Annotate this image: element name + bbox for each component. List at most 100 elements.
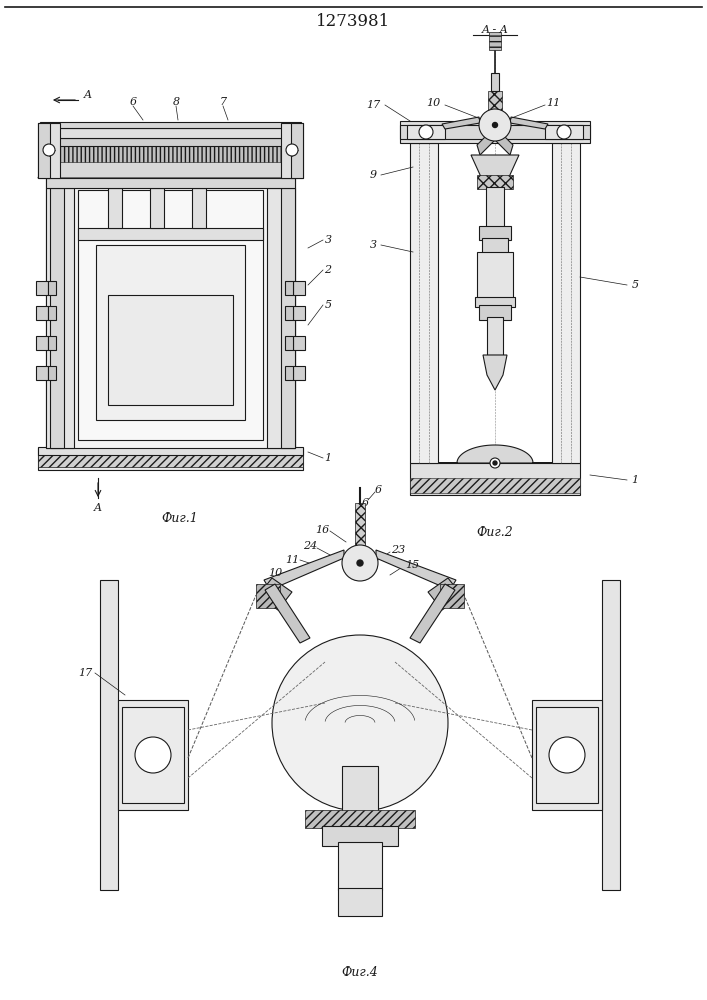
Bar: [78, 190, 263, 440]
Text: 6: 6: [375, 485, 382, 495]
Polygon shape: [471, 155, 519, 177]
Text: 8: 8: [173, 97, 180, 107]
Text: Фиг.1: Фиг.1: [162, 512, 199, 524]
Text: A: A: [84, 90, 92, 100]
Text: 15: 15: [405, 560, 419, 570]
Text: 3: 3: [370, 240, 377, 250]
Bar: [58, 146, 283, 162]
Text: 17: 17: [366, 100, 380, 110]
Circle shape: [272, 635, 448, 811]
Bar: [602, 580, 620, 890]
Bar: [122, 707, 184, 803]
Circle shape: [342, 545, 378, 581]
Polygon shape: [410, 445, 580, 463]
Text: 2: 2: [325, 265, 332, 275]
Bar: [38, 123, 60, 178]
Text: 11: 11: [285, 555, 299, 565]
Bar: [108, 188, 122, 228]
Text: 5: 5: [325, 300, 332, 310]
Bar: [536, 707, 598, 803]
Bar: [48, 336, 56, 350]
Bar: [407, 125, 445, 139]
Bar: [46, 168, 295, 448]
Bar: [440, 584, 464, 608]
Bar: [46, 188, 74, 448]
Bar: [48, 306, 56, 320]
Bar: [36, 336, 48, 350]
Bar: [491, 73, 499, 91]
Bar: [291, 123, 303, 178]
Polygon shape: [428, 578, 462, 610]
Text: 24: 24: [303, 541, 317, 551]
Polygon shape: [510, 117, 548, 129]
Bar: [192, 188, 206, 228]
Circle shape: [490, 458, 500, 468]
Bar: [477, 175, 513, 189]
Bar: [281, 123, 303, 178]
Bar: [400, 125, 590, 139]
Circle shape: [493, 461, 497, 465]
Circle shape: [557, 125, 571, 139]
Text: 7: 7: [219, 97, 226, 107]
Text: 6: 6: [361, 498, 368, 508]
Bar: [48, 281, 56, 295]
Bar: [342, 766, 378, 811]
Bar: [38, 123, 50, 178]
Bar: [489, 32, 501, 50]
Polygon shape: [376, 550, 456, 590]
Polygon shape: [483, 355, 507, 390]
Bar: [150, 188, 164, 228]
Text: A: A: [94, 503, 102, 513]
Bar: [281, 188, 295, 448]
Polygon shape: [38, 160, 303, 178]
Polygon shape: [495, 127, 513, 155]
Bar: [96, 245, 245, 420]
Bar: [285, 306, 293, 320]
Bar: [267, 188, 295, 448]
Bar: [338, 842, 382, 890]
Bar: [305, 810, 415, 828]
Circle shape: [493, 122, 498, 127]
Bar: [285, 336, 293, 350]
Polygon shape: [264, 550, 344, 590]
Bar: [552, 143, 580, 463]
Polygon shape: [265, 584, 310, 643]
Bar: [545, 125, 583, 139]
Bar: [36, 281, 48, 295]
Circle shape: [549, 737, 585, 773]
Text: Фиг.2: Фиг.2: [477, 526, 513, 540]
Bar: [338, 888, 382, 916]
Bar: [285, 281, 293, 295]
Bar: [38, 455, 303, 467]
Bar: [285, 366, 293, 380]
Bar: [293, 281, 305, 295]
Bar: [322, 826, 398, 846]
Bar: [108, 295, 233, 405]
Bar: [38, 447, 303, 455]
Text: 23: 23: [391, 545, 405, 555]
Bar: [293, 366, 305, 380]
Circle shape: [286, 144, 298, 156]
Bar: [479, 226, 511, 240]
Text: 10: 10: [268, 568, 282, 578]
Bar: [78, 228, 263, 240]
Circle shape: [479, 109, 511, 141]
Bar: [256, 584, 280, 608]
Bar: [475, 297, 515, 307]
Bar: [479, 305, 511, 320]
Bar: [38, 448, 303, 470]
Circle shape: [135, 737, 171, 773]
Bar: [487, 317, 503, 355]
Bar: [482, 238, 508, 254]
Bar: [40, 138, 301, 146]
Bar: [46, 178, 295, 188]
Bar: [293, 336, 305, 350]
Bar: [118, 700, 188, 810]
Polygon shape: [442, 117, 480, 129]
Text: 5: 5: [631, 280, 638, 290]
Text: 10: 10: [426, 98, 440, 108]
Text: A - A: A - A: [481, 25, 508, 35]
Bar: [36, 366, 48, 380]
Bar: [400, 121, 590, 143]
Bar: [410, 143, 438, 463]
